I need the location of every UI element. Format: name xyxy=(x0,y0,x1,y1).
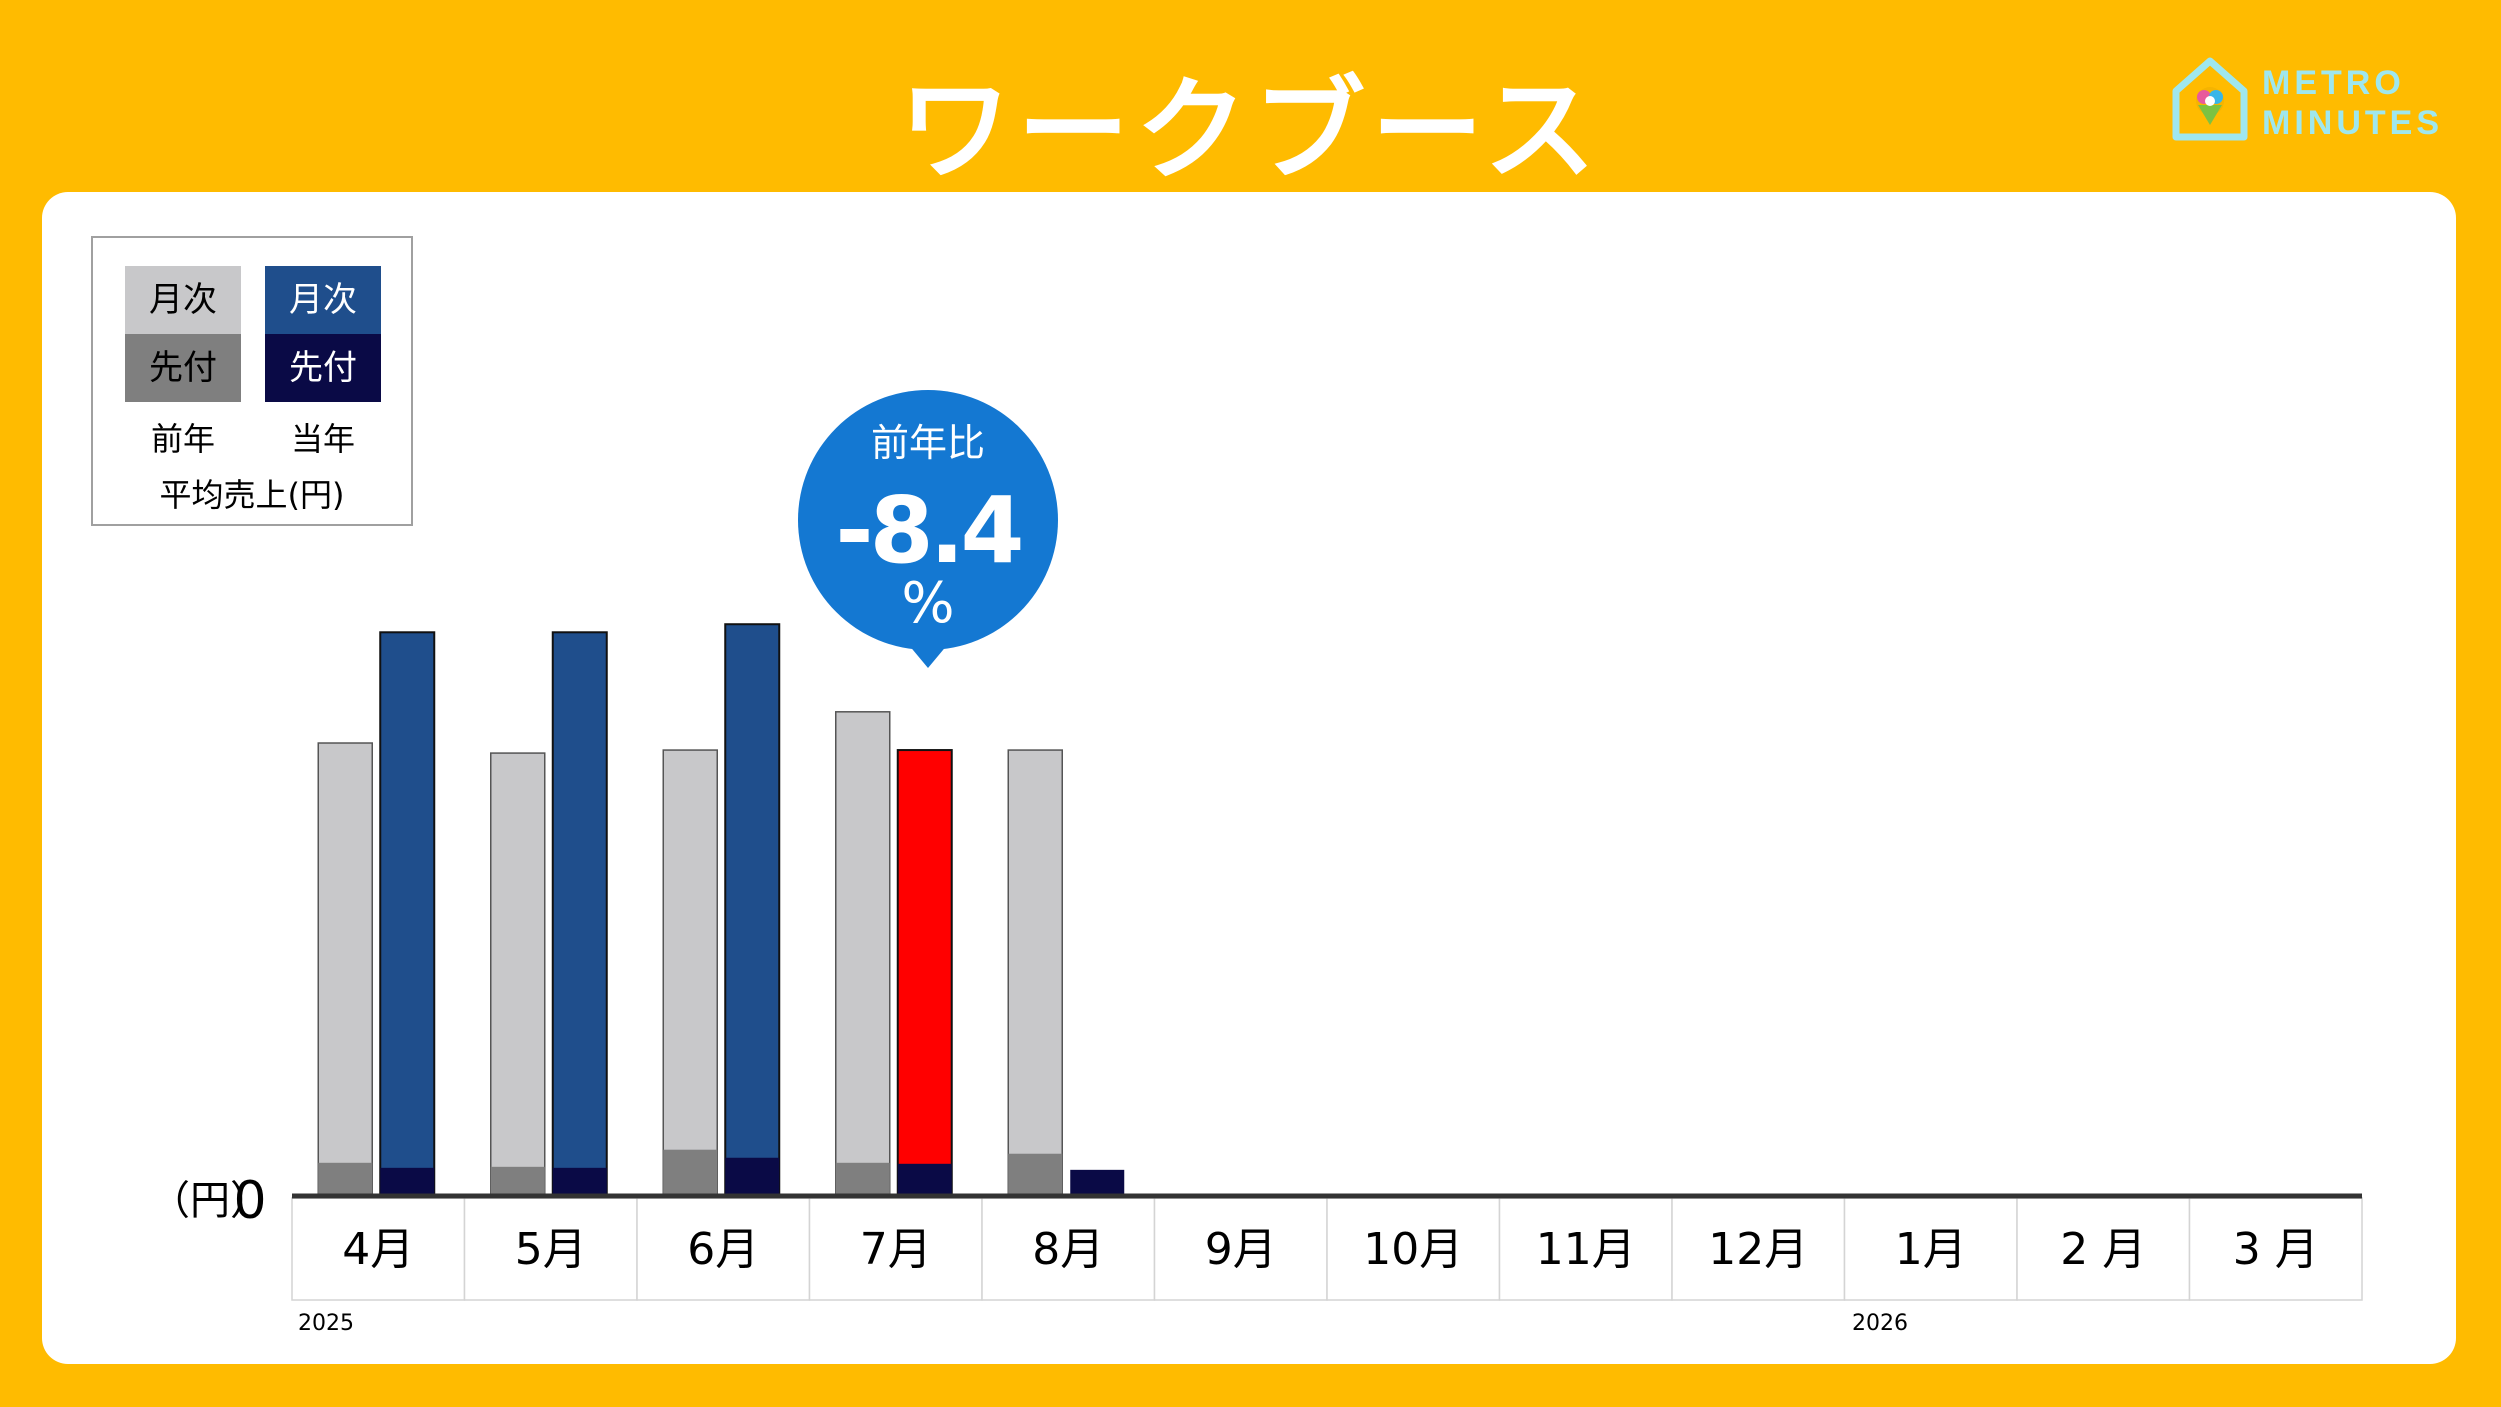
legend-prev-advance-swatch: 先付 xyxy=(125,334,241,402)
x-tick-label: 6月 xyxy=(687,1224,759,1275)
yoy-callout: 前年比 -8.4 % xyxy=(798,390,1058,668)
bar-curr-advance xyxy=(725,1157,780,1194)
bar-prev-monthly xyxy=(490,752,546,1195)
callout-unit: % xyxy=(901,571,954,636)
bar-prev-monthly xyxy=(1007,749,1063,1195)
bar-prev-advance xyxy=(1008,1153,1063,1194)
callout-label: 前年比 xyxy=(871,421,985,465)
bar-curr-advance xyxy=(897,1163,952,1194)
month-cell xyxy=(981,1197,1156,1301)
x-tick-label: 2 月 xyxy=(2060,1224,2146,1275)
month-cell xyxy=(291,1197,466,1301)
x-tick-label: 5月 xyxy=(515,1224,587,1275)
x-tick-label: 3 月 xyxy=(2233,1224,2319,1275)
house-pin-icon xyxy=(2172,57,2248,141)
bar-prev-monthly xyxy=(835,711,891,1195)
bar-prev-advance xyxy=(663,1149,718,1194)
x-tick-label: 8月 xyxy=(1032,1224,1104,1275)
bar-curr-advance xyxy=(380,1167,435,1194)
y-unit-label: （円） xyxy=(150,1178,270,1224)
bar-curr-advance xyxy=(552,1167,607,1194)
legend-curr-advance-swatch: 先付 xyxy=(265,334,381,402)
x-tick-label: 12月 xyxy=(1708,1224,1808,1275)
y-zero-label: 0 xyxy=(233,1171,266,1231)
x-tick-label: 1月 xyxy=(1895,1224,1967,1275)
logo-text-line2: MINUTES xyxy=(2262,104,2443,142)
legend-prev-monthly-swatch: 月次 xyxy=(125,266,241,334)
year-label-2026: 2026 xyxy=(1852,1311,1908,1336)
legend-curr-monthly-swatch: 月次 xyxy=(265,266,381,334)
metro-minutes-logo: METRO MINUTES xyxy=(2170,55,2450,155)
x-tick-label: 9月 xyxy=(1205,1224,1277,1275)
bar-curr-advance xyxy=(1070,1169,1125,1194)
bar-prev-advance xyxy=(490,1166,545,1194)
callout-pointer xyxy=(908,644,948,668)
x-tick-label: 4月 xyxy=(342,1224,414,1275)
callout-bubble xyxy=(798,390,1058,650)
x-tick-label: 11月 xyxy=(1536,1224,1636,1275)
bar-curr-monthly xyxy=(724,623,781,1195)
legend-caption: 平均売上(円) xyxy=(159,476,345,514)
month-cell xyxy=(463,1197,638,1301)
legend: 月次 先付 月次 先付 前年 当年 平均売上(円) xyxy=(91,236,413,526)
legend-prev-year-label: 前年 xyxy=(150,420,215,458)
bar-curr-monthly xyxy=(551,631,608,1195)
legend-curr-year-label: 当年 xyxy=(290,420,355,458)
month-cell xyxy=(1671,1197,1846,1301)
page-title: ワークブース xyxy=(899,66,1602,196)
month-cell xyxy=(2016,1197,2191,1301)
year-label-2025: 2025 xyxy=(298,1311,354,1336)
bar-prev-monthly xyxy=(317,742,373,1195)
bar-prev-advance xyxy=(835,1162,890,1194)
logo-text-line1: METRO xyxy=(2262,64,2405,102)
callout-value: -8.4 xyxy=(835,477,1020,584)
bar-prev-advance xyxy=(318,1162,373,1194)
x-tick-label: 7月 xyxy=(860,1224,932,1275)
bar-prev-monthly xyxy=(662,749,718,1195)
bar-curr-monthly-highlight xyxy=(896,749,953,1195)
bar-curr-monthly xyxy=(379,631,436,1195)
chart-panel xyxy=(42,192,2456,1364)
x-tick-label: 10月 xyxy=(1363,1224,1463,1275)
